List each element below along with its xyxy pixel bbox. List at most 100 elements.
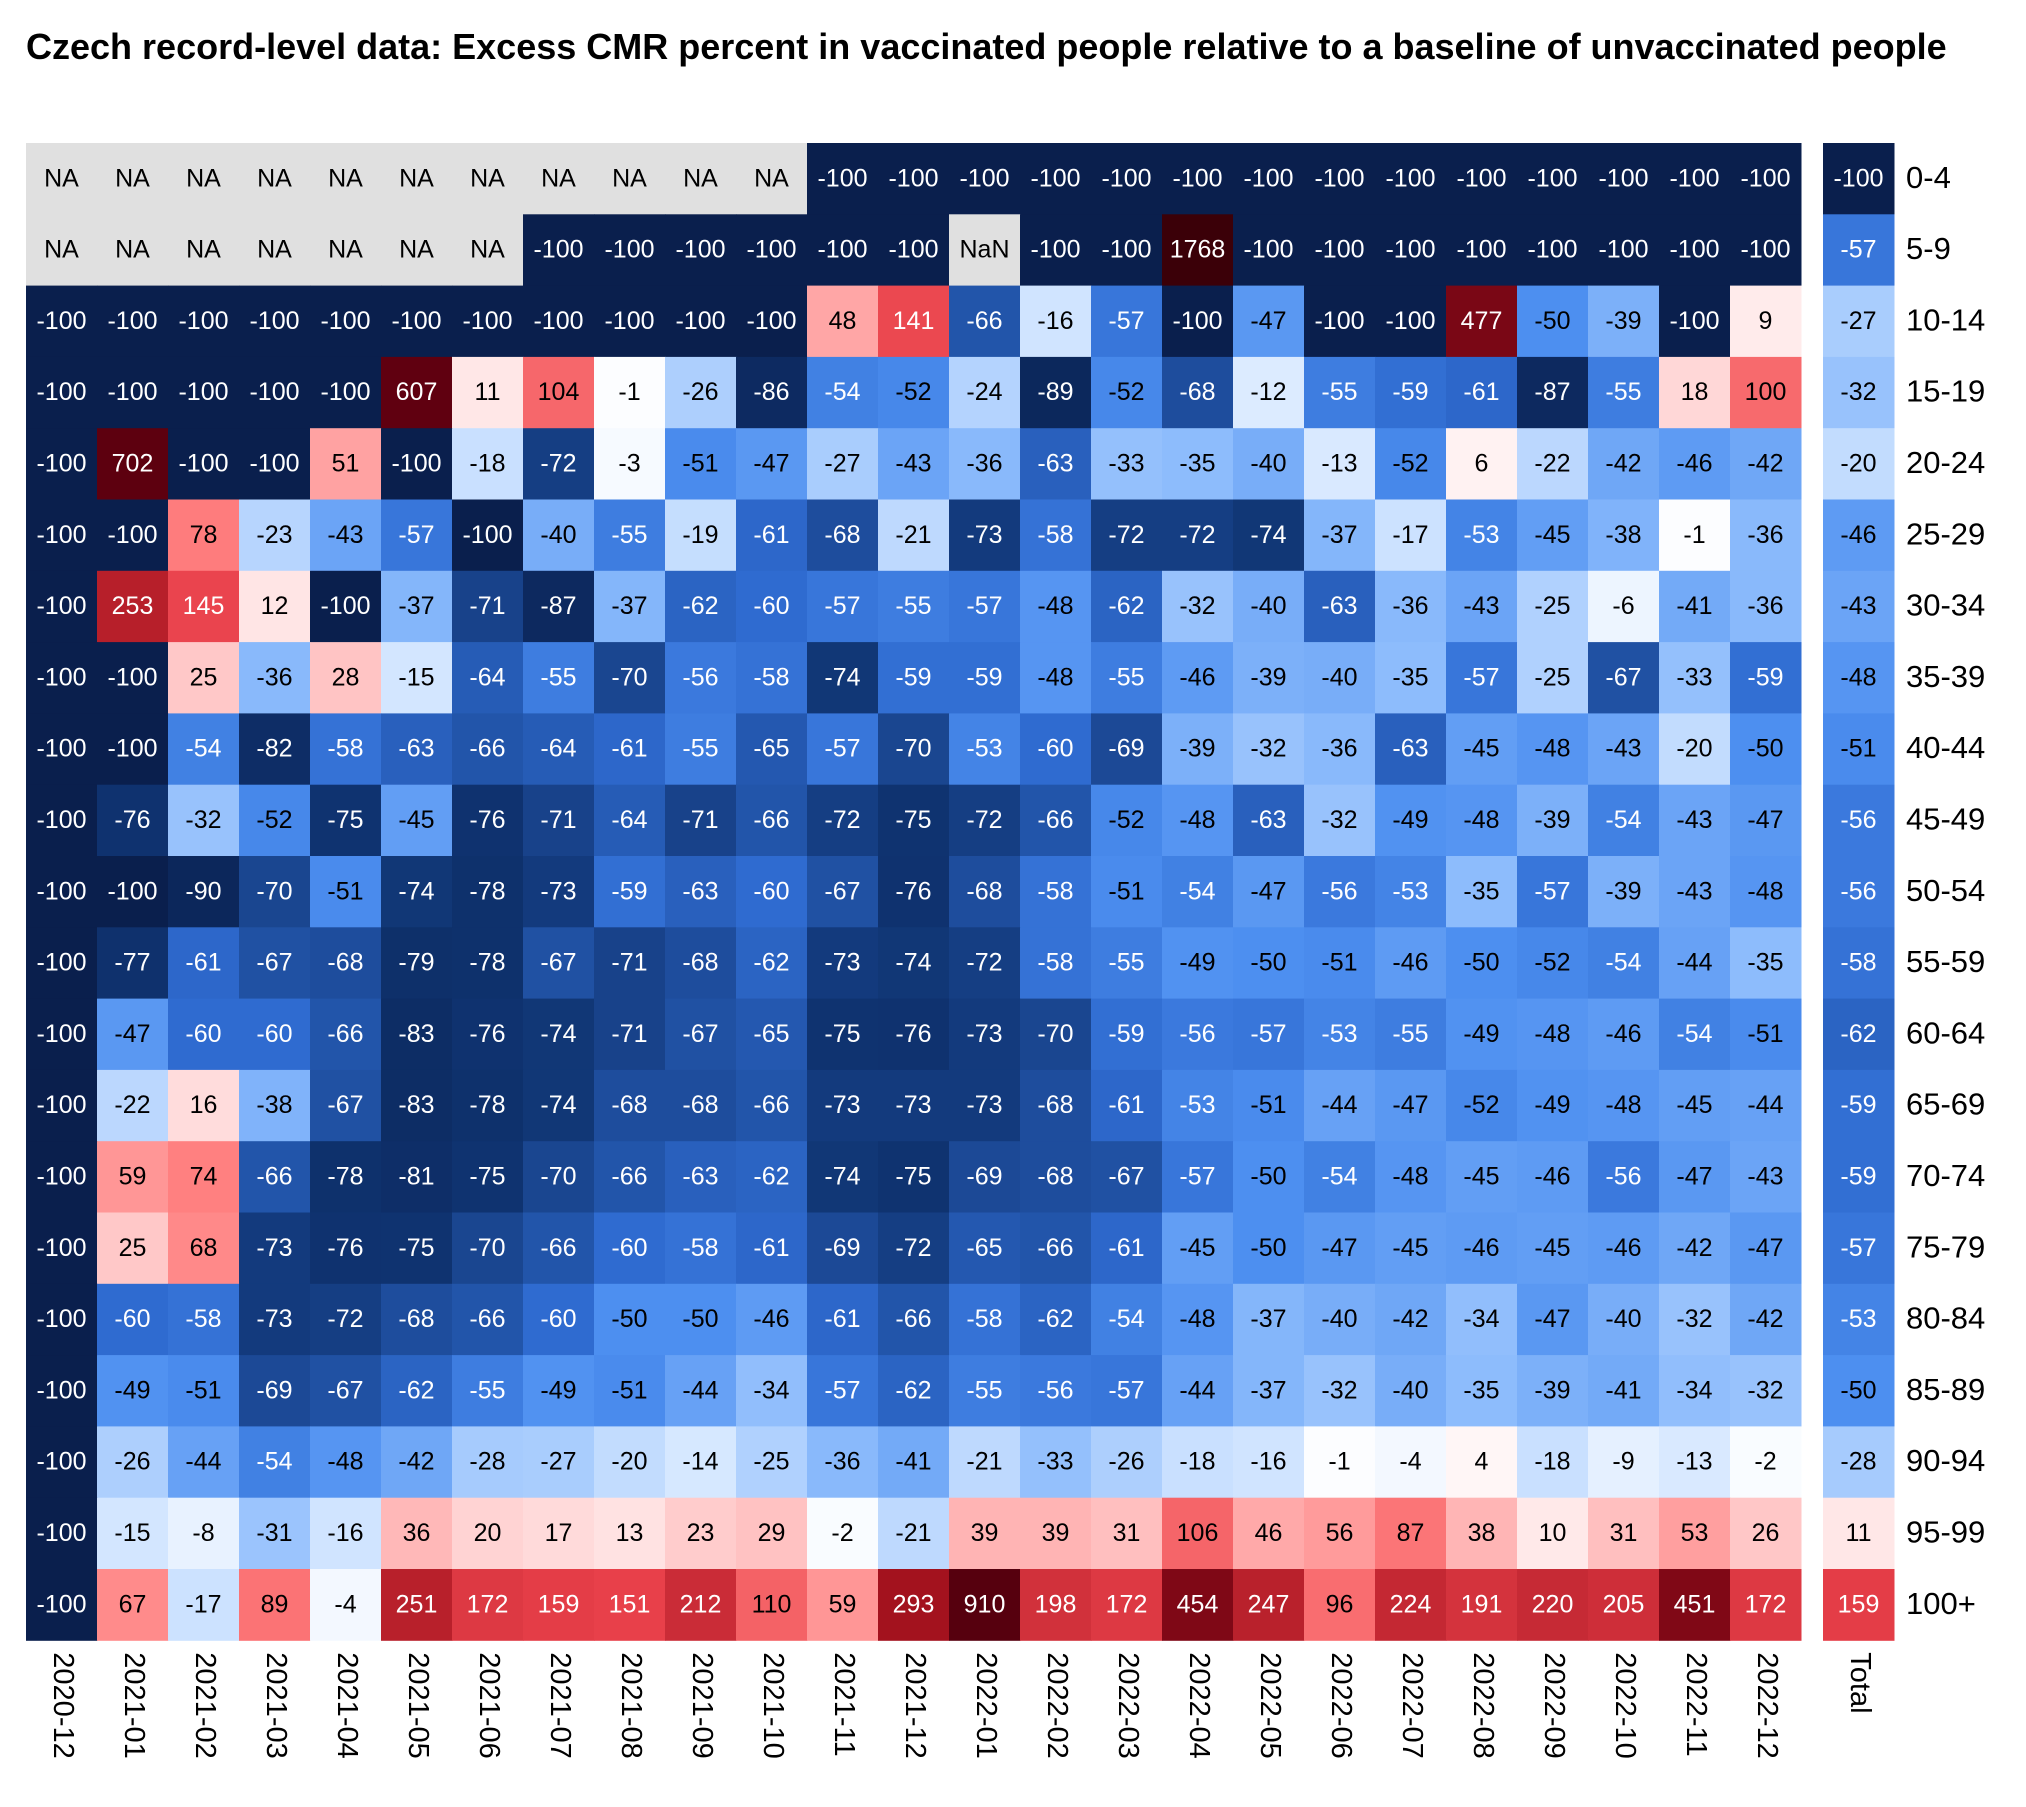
cell-label: -61 [1108,1234,1144,1262]
cell-label: -68 [398,1305,434,1333]
cell-label: -100 [249,307,299,335]
heatmap-cell [381,998,453,1071]
row-label: 75-79 [1906,1229,1985,1264]
cell-label: -48 [1037,663,1073,691]
heatmap-cell [1730,1212,1802,1285]
heatmap-cell [1588,214,1660,287]
cell-label: -61 [611,735,647,763]
heatmap-cell [665,1426,737,1499]
cell-label: -66 [256,1162,292,1190]
cell-label: -100 [1314,307,1364,335]
heatmap-cell [26,285,98,358]
cell-label: -100 [36,307,86,335]
cell-label: 159 [1838,1590,1880,1618]
cell-label: -72 [540,449,576,477]
heatmap-cell [1446,1212,1518,1285]
cell-label: -86 [753,378,789,406]
heatmap-cell [97,784,169,857]
cell-label: -58 [1840,949,1876,977]
cell-label: -61 [185,949,221,977]
cell-label: -58 [1037,877,1073,905]
cell-label: -55 [682,735,718,763]
heatmap-cell [1304,856,1376,928]
heatmap-cell [1730,1283,1802,1356]
x-tick-label: 2021-04 [331,1652,363,1758]
heatmap-cell [452,856,524,928]
heatmap-cell [665,214,737,287]
heatmap-cell [807,356,879,429]
cell-label: -100 [36,663,86,691]
heatmap-cell [1588,1141,1660,1213]
heatmap-cell [1588,1283,1660,1356]
cell-label: -45 [1676,1091,1712,1119]
cell-label: 36 [403,1519,431,1547]
heatmap-cell [381,1141,453,1213]
cell-label: -48 [1179,1305,1215,1333]
cell-label: 74 [190,1162,218,1190]
cell-label: -100 [1243,164,1293,192]
cell-label: -1 [1683,521,1705,549]
cell-label: -25 [753,1448,789,1476]
heatmap-cell [1517,214,1589,287]
cell-label: -52 [895,378,931,406]
cell-label: -40 [1605,1305,1641,1333]
cell-label: -54 [1108,1305,1144,1333]
heatmap-cell [807,1212,879,1285]
heatmap-cell [807,998,879,1071]
heatmap-cell [1588,1569,1660,1641]
cell-label: -74 [540,1020,576,1048]
cell-label: 28 [332,663,360,691]
heatmap-cell [1020,1283,1092,1356]
cell-label: -60 [185,1020,221,1048]
heatmap-cell [1162,856,1234,928]
row-label: 45-49 [1906,802,1985,837]
cell-label: -57 [1840,236,1876,264]
heatmap-cell [807,1283,879,1356]
heatmap-cell [594,1141,666,1213]
heatmap-cell [310,1497,382,1570]
heatmap-cell [878,642,950,714]
cell-label: -100 [107,378,157,406]
cell-label: 11 [1846,1519,1872,1547]
cell-label: -57 [1840,1234,1876,1262]
cell-label: -40 [1321,1305,1357,1333]
cell-label: -53 [1840,1305,1876,1333]
cell-label: -44 [185,1448,221,1476]
heatmap-cell [239,856,311,928]
heatmap-cell [1091,998,1163,1071]
cell-label: -100 [888,164,938,192]
cell-label: -36 [1747,592,1783,620]
cell-label: -70 [540,1162,576,1190]
heatmap-cell [1233,1212,1305,1285]
heatmap-cell [239,1497,311,1570]
heatmap-cell [807,784,879,857]
cell-label: -28 [469,1448,505,1476]
heatmap-cell [1162,1069,1234,1142]
heatmap-cell [1162,784,1234,857]
heatmap-cell [97,1426,169,1499]
cell-label: -60 [753,877,789,905]
heatmap-cell [239,499,311,572]
cell-label: -25 [1534,592,1570,620]
cell-label: 212 [680,1590,722,1618]
heatmap-cell [1588,998,1660,1071]
cell-label: -63 [682,877,718,905]
heatmap-cell [1233,214,1305,287]
cell-label: 39 [1042,1519,1070,1547]
heatmap-cell [310,927,382,1000]
heatmap-cell [1375,1283,1447,1356]
cell-label: -45 [1534,1234,1570,1262]
cell-label: -100 [36,949,86,977]
cell-label: -27 [540,1448,576,1476]
cell-label: -73 [256,1305,292,1333]
heatmap-cell [878,1141,950,1213]
heatmap-cell [1304,1069,1376,1142]
cell-label: 59 [119,1162,147,1190]
cell-label: -55 [895,592,931,620]
heatmap-cell [1091,1283,1163,1356]
cell-label: -100 [36,1448,86,1476]
cell-label: -100 [675,236,725,264]
cell-label: -19 [682,521,718,549]
heatmap-cell [1091,214,1163,287]
cell-label: -100 [391,449,441,477]
